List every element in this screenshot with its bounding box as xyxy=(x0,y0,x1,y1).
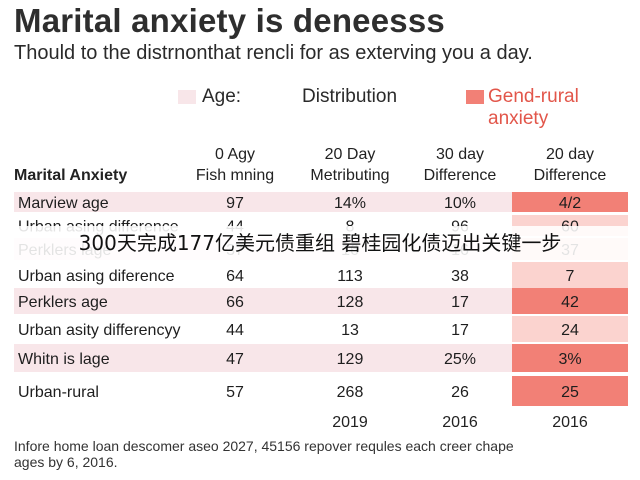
table-cell-value: 17 xyxy=(451,322,469,339)
row-label: Urban-rural xyxy=(18,384,99,401)
row-label: Whitn is lage xyxy=(18,351,110,368)
table-cell-value: 44 xyxy=(226,322,244,339)
table-cell-value: 128 xyxy=(337,294,364,311)
table-cell-value: 64 xyxy=(226,268,244,285)
column-header-1-line1: 0 Agy xyxy=(214,146,256,163)
column-header-3-line2: Difference xyxy=(423,167,497,184)
legend-label-anxiety: Gend-rural anxiety xyxy=(488,86,579,129)
column-header-4-line1: 20 day xyxy=(545,146,595,163)
footer-label-1: 2019 xyxy=(332,414,368,431)
column-header-2: 20 Day Metributing xyxy=(292,144,408,186)
column-header-4: 20 day Difference xyxy=(512,144,628,186)
legend-swatch-light xyxy=(178,90,196,104)
column-header-3: 30 day Difference xyxy=(408,144,512,186)
footer-label-3: 2016 xyxy=(552,414,588,431)
column-header-1-line2: Fish mning xyxy=(195,167,275,184)
table-cell-value: 47 xyxy=(226,351,244,368)
table-cell-value: 57 xyxy=(226,384,244,401)
legend-label-age: Age: xyxy=(202,86,242,107)
row-label: Urban asing diference xyxy=(18,268,175,285)
row-label: Perklers age xyxy=(18,294,108,311)
table-cell-value: 14% xyxy=(334,195,366,212)
chart-title: Marital anxiety is deneesss xyxy=(14,2,445,39)
legend: Age: Distribution Gend-rural anxiety xyxy=(178,86,638,130)
highlight-cell xyxy=(512,376,628,406)
table-cell-value: 17 xyxy=(451,294,469,311)
column-header-1: 0 Agy Fish mning xyxy=(178,144,292,186)
table-cell-value: 26 xyxy=(451,384,469,401)
highlight-cell xyxy=(512,344,628,372)
row-header-title: Marital Anxiety xyxy=(14,167,128,184)
row-label: Marview age xyxy=(18,195,109,212)
overlay-banner: 300天完成177亿美元债重组 碧桂园化债迈出关键一步 xyxy=(0,226,640,260)
table-cell-value: 13 xyxy=(341,322,359,339)
footer-label-2: 2016 xyxy=(442,414,478,431)
table-cell-value: 25% xyxy=(444,351,476,368)
table-cell-value: 97 xyxy=(226,195,244,212)
row-band xyxy=(14,192,628,212)
table-cell-value: 10% xyxy=(444,195,476,212)
highlight-cell xyxy=(512,316,628,342)
legend-label-distribution: Distribution xyxy=(302,86,398,107)
column-header-2-line2: Metributing xyxy=(310,167,390,184)
table-cell-value: 24 xyxy=(561,322,579,339)
table-cell-value: 3% xyxy=(558,351,581,368)
table-cell-value: 38 xyxy=(451,268,469,285)
table-cell-value: 25 xyxy=(561,384,579,401)
column-header-4-line2: Difference xyxy=(533,167,607,184)
column-header-3-line1: 30 day xyxy=(435,146,485,163)
table-cell-value: 4/2 xyxy=(559,195,581,212)
table-cell-value: 42 xyxy=(561,294,579,311)
highlight-cell xyxy=(512,288,628,314)
highlight-cell xyxy=(512,192,628,212)
highlight-cell xyxy=(512,262,628,288)
legend-swatch-strong xyxy=(466,90,484,104)
table-cell-value: 113 xyxy=(337,268,363,285)
table-cell-value: 129 xyxy=(337,351,364,368)
table-cell-value: 66 xyxy=(226,294,244,311)
chart-subtitle: Thould to the distrnonthat rencli for as… xyxy=(14,42,533,64)
table-cell-value: 268 xyxy=(337,384,364,401)
row-label: Urban asity differencyy xyxy=(18,322,180,339)
footnote: Infore home loan descomer aseo 2027, 451… xyxy=(14,438,514,470)
table-cell-value: 7 xyxy=(566,268,575,285)
column-header-2-line1: 20 Day xyxy=(324,146,376,163)
